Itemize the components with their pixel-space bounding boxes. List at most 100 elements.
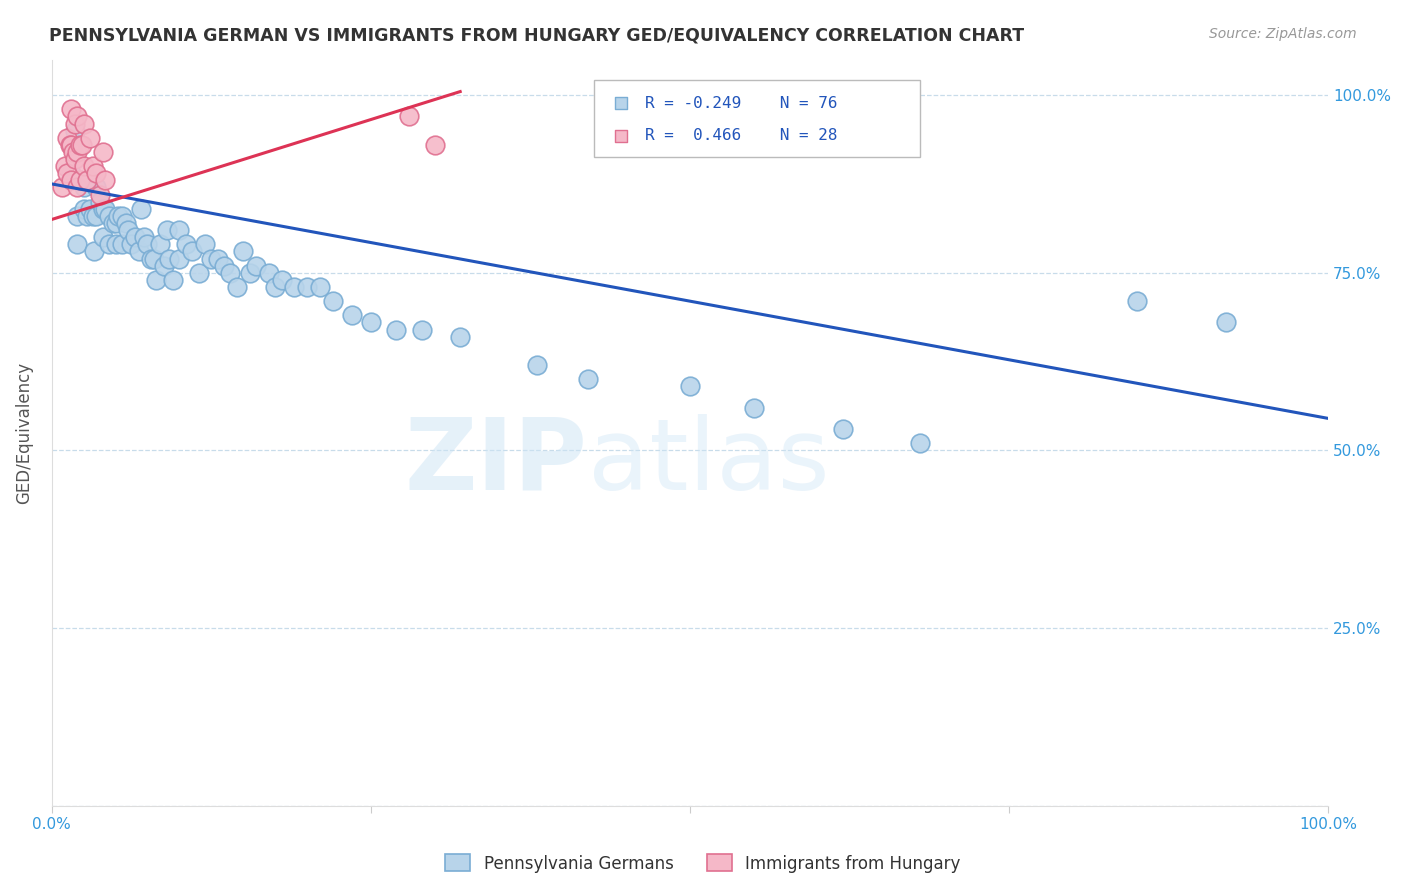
Point bbox=[157, 252, 180, 266]
Point bbox=[63, 123, 86, 137]
Point bbox=[91, 202, 114, 216]
Point bbox=[56, 130, 79, 145]
Text: ZIP: ZIP bbox=[405, 414, 588, 511]
Point bbox=[145, 273, 167, 287]
Point bbox=[398, 110, 420, 124]
Point bbox=[98, 209, 121, 223]
Point bbox=[832, 422, 855, 436]
Point bbox=[908, 436, 931, 450]
Point bbox=[153, 259, 176, 273]
Point bbox=[91, 230, 114, 244]
Point bbox=[207, 252, 229, 266]
Point bbox=[245, 259, 267, 273]
Point bbox=[111, 209, 134, 223]
Point bbox=[66, 237, 89, 252]
Point bbox=[610, 129, 633, 144]
Point bbox=[149, 237, 172, 252]
Point bbox=[66, 209, 89, 223]
Point bbox=[120, 237, 142, 252]
Point bbox=[264, 280, 287, 294]
Point bbox=[63, 152, 86, 166]
Point bbox=[69, 173, 91, 187]
Point bbox=[76, 209, 98, 223]
Point bbox=[308, 280, 330, 294]
Point bbox=[89, 187, 111, 202]
Point bbox=[257, 266, 280, 280]
Point bbox=[69, 137, 91, 152]
Point bbox=[107, 209, 129, 223]
Point bbox=[73, 202, 96, 216]
Point bbox=[449, 329, 471, 343]
Point bbox=[322, 294, 344, 309]
Point bbox=[423, 137, 446, 152]
Text: PENNSYLVANIA GERMAN VS IMMIGRANTS FROM HUNGARY GED/EQUIVALENCY CORRELATION CHART: PENNSYLVANIA GERMAN VS IMMIGRANTS FROM H… bbox=[49, 27, 1025, 45]
Point bbox=[82, 209, 104, 223]
Point bbox=[174, 237, 197, 252]
Y-axis label: GED/Equivalency: GED/Equivalency bbox=[15, 361, 32, 504]
Point bbox=[239, 266, 262, 280]
FancyBboxPatch shape bbox=[595, 80, 920, 157]
Point bbox=[360, 316, 382, 330]
Point bbox=[187, 266, 209, 280]
Point bbox=[129, 202, 152, 216]
Point bbox=[141, 252, 163, 266]
Point bbox=[212, 259, 235, 273]
Point bbox=[526, 358, 548, 372]
Point bbox=[59, 166, 82, 180]
Point bbox=[111, 237, 134, 252]
Point bbox=[610, 161, 633, 175]
Point bbox=[142, 252, 165, 266]
Point bbox=[56, 166, 79, 180]
Point bbox=[128, 244, 150, 259]
Point bbox=[219, 266, 242, 280]
Point bbox=[79, 130, 101, 145]
Point bbox=[53, 159, 76, 173]
Text: atlas: atlas bbox=[588, 414, 830, 511]
Point bbox=[72, 137, 94, 152]
Point bbox=[83, 244, 105, 259]
Point bbox=[283, 280, 305, 294]
Point bbox=[86, 166, 108, 180]
Point bbox=[124, 230, 146, 244]
Point bbox=[232, 244, 254, 259]
Point bbox=[679, 379, 702, 393]
Point bbox=[1125, 294, 1147, 309]
Point bbox=[340, 309, 363, 323]
Text: R = -0.249    N = 76: R = -0.249 N = 76 bbox=[645, 96, 838, 111]
Point bbox=[73, 117, 96, 131]
Point bbox=[104, 216, 127, 230]
Point bbox=[194, 237, 217, 252]
Point bbox=[169, 223, 191, 237]
Point bbox=[59, 137, 82, 152]
Point bbox=[91, 145, 114, 159]
Point bbox=[136, 237, 159, 252]
Point bbox=[73, 159, 96, 173]
Text: Source: ZipAtlas.com: Source: ZipAtlas.com bbox=[1209, 27, 1357, 41]
Point bbox=[94, 202, 117, 216]
Point bbox=[1215, 316, 1237, 330]
Point bbox=[59, 173, 82, 187]
Point bbox=[225, 280, 247, 294]
Point bbox=[66, 180, 89, 194]
Point bbox=[104, 237, 127, 252]
Point bbox=[69, 173, 91, 187]
Legend: Pennsylvania Germans, Immigrants from Hungary: Pennsylvania Germans, Immigrants from Hu… bbox=[439, 847, 967, 880]
Point bbox=[742, 401, 765, 415]
Point bbox=[576, 372, 599, 386]
Point bbox=[76, 173, 98, 187]
Point bbox=[89, 194, 111, 209]
Point bbox=[114, 216, 136, 230]
Point bbox=[101, 216, 124, 230]
Point bbox=[62, 145, 84, 159]
Point bbox=[295, 280, 318, 294]
Point bbox=[162, 273, 184, 287]
Point bbox=[94, 173, 117, 187]
Point bbox=[270, 273, 292, 287]
Point bbox=[132, 230, 155, 244]
Point bbox=[86, 180, 108, 194]
Point bbox=[117, 223, 139, 237]
Point bbox=[66, 110, 89, 124]
Point bbox=[79, 173, 101, 187]
Point bbox=[59, 137, 82, 152]
Point bbox=[79, 202, 101, 216]
